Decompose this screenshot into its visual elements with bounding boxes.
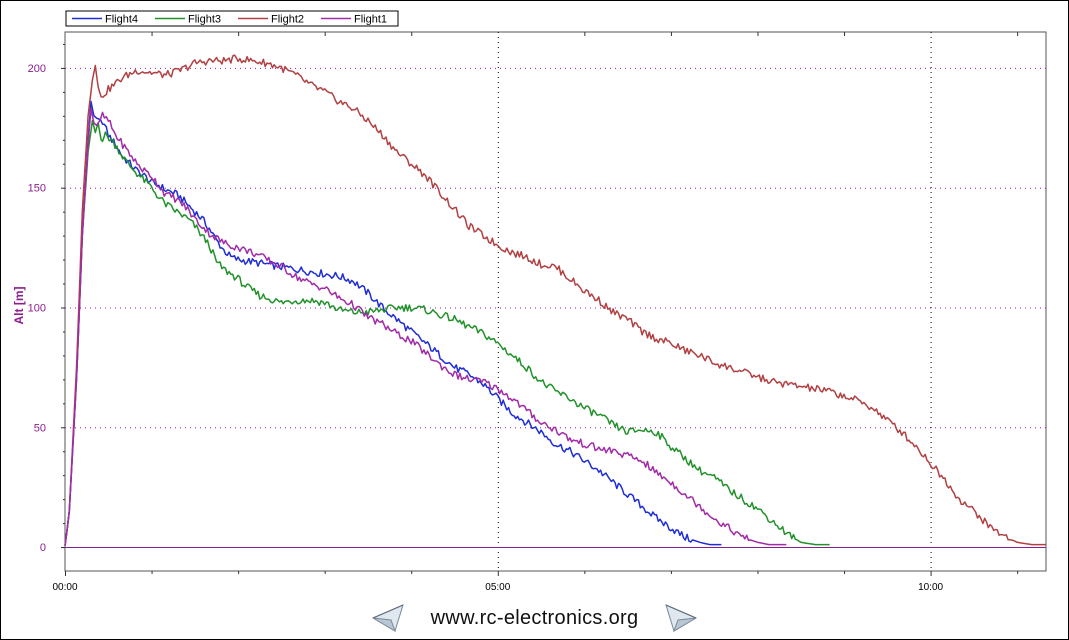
y-tick-label: 150 — [28, 183, 46, 195]
paper-plane-icon — [371, 604, 404, 633]
series-line-flight2 — [64, 54, 1046, 546]
legend — [65, 10, 399, 27]
y-tick-label: 0 — [40, 542, 46, 554]
y-axis-title: Alt [m] — [12, 287, 26, 325]
altitude-chart: 0 50 100 150 200 00:00 05:00 10:00 Alt [m] Flight… — [12, 10, 1047, 593]
y-tick-label: 100 — [28, 302, 46, 314]
x-tick-label: 00:00 — [52, 582, 77, 593]
legend-label-flight4: Flight4 — [105, 14, 138, 26]
footer-url[interactable]: www.rc-electronics.org — [430, 606, 639, 629]
footer: www.rc-electronics.org — [0, 598, 1069, 638]
legend-label-flight3: Flight3 — [188, 14, 221, 26]
series-line-flight1 — [64, 107, 787, 546]
x-tick-label: 10:00 — [918, 582, 943, 593]
paper-plane-icon — [665, 604, 698, 633]
plot-area — [64, 31, 1047, 572]
legend-label-flight1: Flight1 — [354, 14, 387, 26]
series-line-flight3 — [64, 119, 830, 546]
y-tick-label: 50 — [34, 422, 46, 434]
y-tick-label: 200 — [28, 63, 46, 75]
x-tick-label: 05:00 — [485, 582, 510, 593]
legend-label-flight2: Flight2 — [271, 14, 304, 26]
